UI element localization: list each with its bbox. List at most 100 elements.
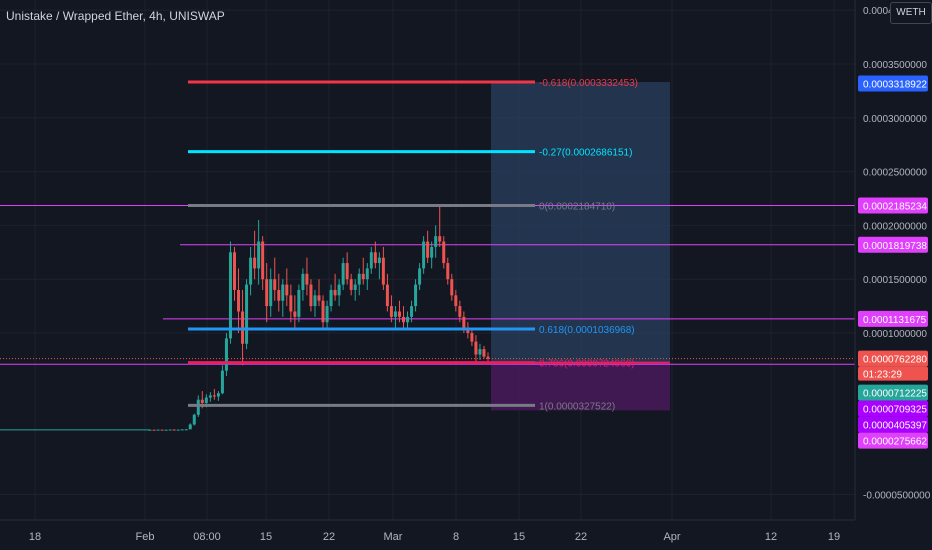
time-tick-label: 15 <box>260 531 272 543</box>
candle-body <box>349 279 353 290</box>
candle-body <box>325 306 329 323</box>
fib-label: -0.618(0.0003332453) <box>539 78 638 89</box>
candle-body <box>313 295 317 307</box>
candle-body <box>317 295 321 301</box>
price-tag <box>858 197 928 214</box>
price-tick-label: 0.0003500000 <box>863 60 927 71</box>
candle-body <box>188 424 192 430</box>
price-tag <box>858 350 928 367</box>
candle-body <box>228 252 232 339</box>
price-tag-label: 0.0001131675 <box>863 315 927 326</box>
candle-body <box>397 311 401 317</box>
candle-body <box>261 241 265 280</box>
fib-label: 1(0.0000327522) <box>539 401 615 412</box>
candle-body <box>418 268 422 285</box>
fib-label: 0(0.0002184710) <box>539 202 615 213</box>
candle-body <box>353 284 357 290</box>
candle-body <box>156 429 160 431</box>
fibonacci-levels[interactable]: -0.618(0.0003332453) -0.27(0.0002686151) 0… <box>188 78 670 412</box>
candle-body <box>305 273 309 285</box>
candle-body <box>245 284 249 344</box>
time-tick-label: 08:00 <box>193 531 221 543</box>
target-zone-box <box>491 82 670 363</box>
candle-body <box>200 399 204 403</box>
candle-body <box>369 252 373 269</box>
price-tag-label: 0.0000275662 <box>863 437 927 448</box>
risk-reward-boxes <box>491 82 670 411</box>
candle-body <box>446 263 450 280</box>
candle-body <box>148 429 152 431</box>
candle-body <box>257 241 261 269</box>
candle-body <box>462 316 466 328</box>
price-tick-label: 0.0001500000 <box>863 275 927 286</box>
fib-label: 0.786(0.0000724960) <box>539 359 635 370</box>
candle-body <box>281 284 285 301</box>
time-tick-label: 22 <box>575 531 587 543</box>
time-tick-label: 18 <box>29 531 41 543</box>
candle-body <box>152 429 156 431</box>
price-tag-label: 0.0001819738 <box>863 241 927 252</box>
candlesticks <box>0 204 490 431</box>
time-tick-label: 22 <box>323 531 335 543</box>
price-tag <box>858 416 928 433</box>
candle-body <box>176 429 180 431</box>
candle-body <box>329 289 333 307</box>
candle-body <box>442 241 446 264</box>
candle-body <box>273 279 277 290</box>
time-tick-label: 15 <box>513 531 525 543</box>
candle-body <box>164 429 168 431</box>
time-tick-label: Feb <box>136 531 155 543</box>
candle-body <box>220 370 224 394</box>
candle-body <box>269 279 273 307</box>
candle-body <box>293 311 297 317</box>
candle-body <box>426 241 430 258</box>
price-tag <box>858 384 928 401</box>
candle-body <box>237 289 241 312</box>
candle-body <box>402 316 405 323</box>
price-tick-label: 0.0003000000 <box>863 114 927 125</box>
chart-title: Unistake / Wrapped Ether, 4h, UNISWAP <box>6 9 225 23</box>
time-axis[interactable]: 18 Feb 08:00 15 22 Mar 8 15 22 Apr 12 19 <box>0 519 855 543</box>
candle-body <box>184 429 188 431</box>
candle-body <box>410 306 414 317</box>
quote-currency-badge[interactable]: WETH <box>890 2 932 24</box>
candle-body <box>289 295 293 312</box>
time-tick-label: 19 <box>828 531 840 543</box>
price-tick-label: 0.0001000000 <box>863 329 927 340</box>
candle-body <box>249 257 253 285</box>
candle-body <box>204 397 208 403</box>
candle-body <box>341 263 345 285</box>
candle-body <box>474 341 478 355</box>
candle-body <box>180 429 184 431</box>
price-tags: 0.0003318922 0.0002185234 0.0001819738 0.00… <box>858 75 928 449</box>
price-tag-label: 0.0000405397 <box>863 421 927 432</box>
price-tag <box>858 236 928 253</box>
fib-label: 0.618(0.0001036968) <box>539 325 635 336</box>
candle-body <box>381 257 385 285</box>
fib-label: -0.27(0.0002686151) <box>539 148 632 159</box>
candle-body <box>285 284 289 296</box>
candle-body <box>454 295 458 307</box>
candle-body <box>406 316 410 323</box>
candle-body <box>430 246 434 258</box>
candle-body <box>212 395 216 397</box>
candle-body <box>168 429 172 431</box>
candle-body <box>389 306 393 317</box>
price-tag <box>858 75 928 92</box>
price-tick-label: 0.0002000000 <box>863 221 927 232</box>
price-tag-label: 0.0000762280 <box>863 355 927 366</box>
price-tag <box>858 432 928 449</box>
candle-body <box>192 414 196 425</box>
time-tick-label: 12 <box>765 531 777 543</box>
price-tag-label: 0.0000712225 <box>863 389 927 400</box>
candle-body <box>253 257 257 269</box>
price-tag <box>858 310 928 327</box>
candle-body <box>482 349 486 357</box>
candle-body <box>233 252 236 290</box>
candle-body <box>458 306 462 317</box>
candle-body <box>470 333 474 342</box>
time-tick-label: Apr <box>663 531 680 543</box>
price-tag-label: 0.0000709325 <box>863 405 927 416</box>
